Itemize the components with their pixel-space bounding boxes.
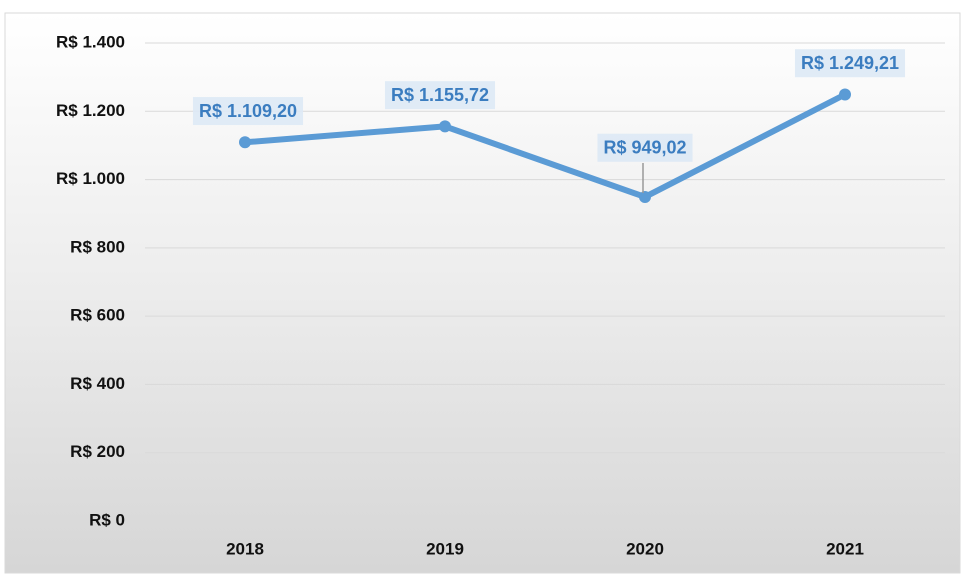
point [839,88,851,101]
y-tick-label: R$ 200 [70,442,125,461]
x-tick-label: 2020 [626,539,664,558]
value-label: R$ 949,02 [603,138,686,158]
value-label: R$ 1.249,21 [801,53,899,73]
value-label-box [192,97,304,126]
value-label: R$ 1.155,72 [391,85,489,105]
y-tick-label: R$ 1.200 [56,101,125,120]
value-label-box [597,133,693,162]
value-label-box [794,49,906,78]
marks: R$ 1.109,20 R$ 1.155,72 R$ 949,02 R$ 1.249,… [192,49,906,203]
x-tick-label: 2018 [226,539,264,558]
point [439,120,451,133]
value-label-box [384,81,496,110]
y-tick-label: R$ 800 [70,237,125,256]
y-tick-label: R$ 400 [70,374,125,393]
point [239,136,251,149]
y-tick-label: R$ 0 [89,510,125,529]
point [639,190,651,203]
y-tick-label: R$ 1.400 [56,32,125,51]
y-tick-label: R$ 600 [70,306,125,325]
value-label: R$ 1.109,20 [199,101,297,121]
x-tick-label: 2021 [826,539,864,558]
x-tick-label: 2019 [426,539,464,558]
y-tick-label: R$ 1.000 [56,169,125,188]
line [244,91,847,200]
